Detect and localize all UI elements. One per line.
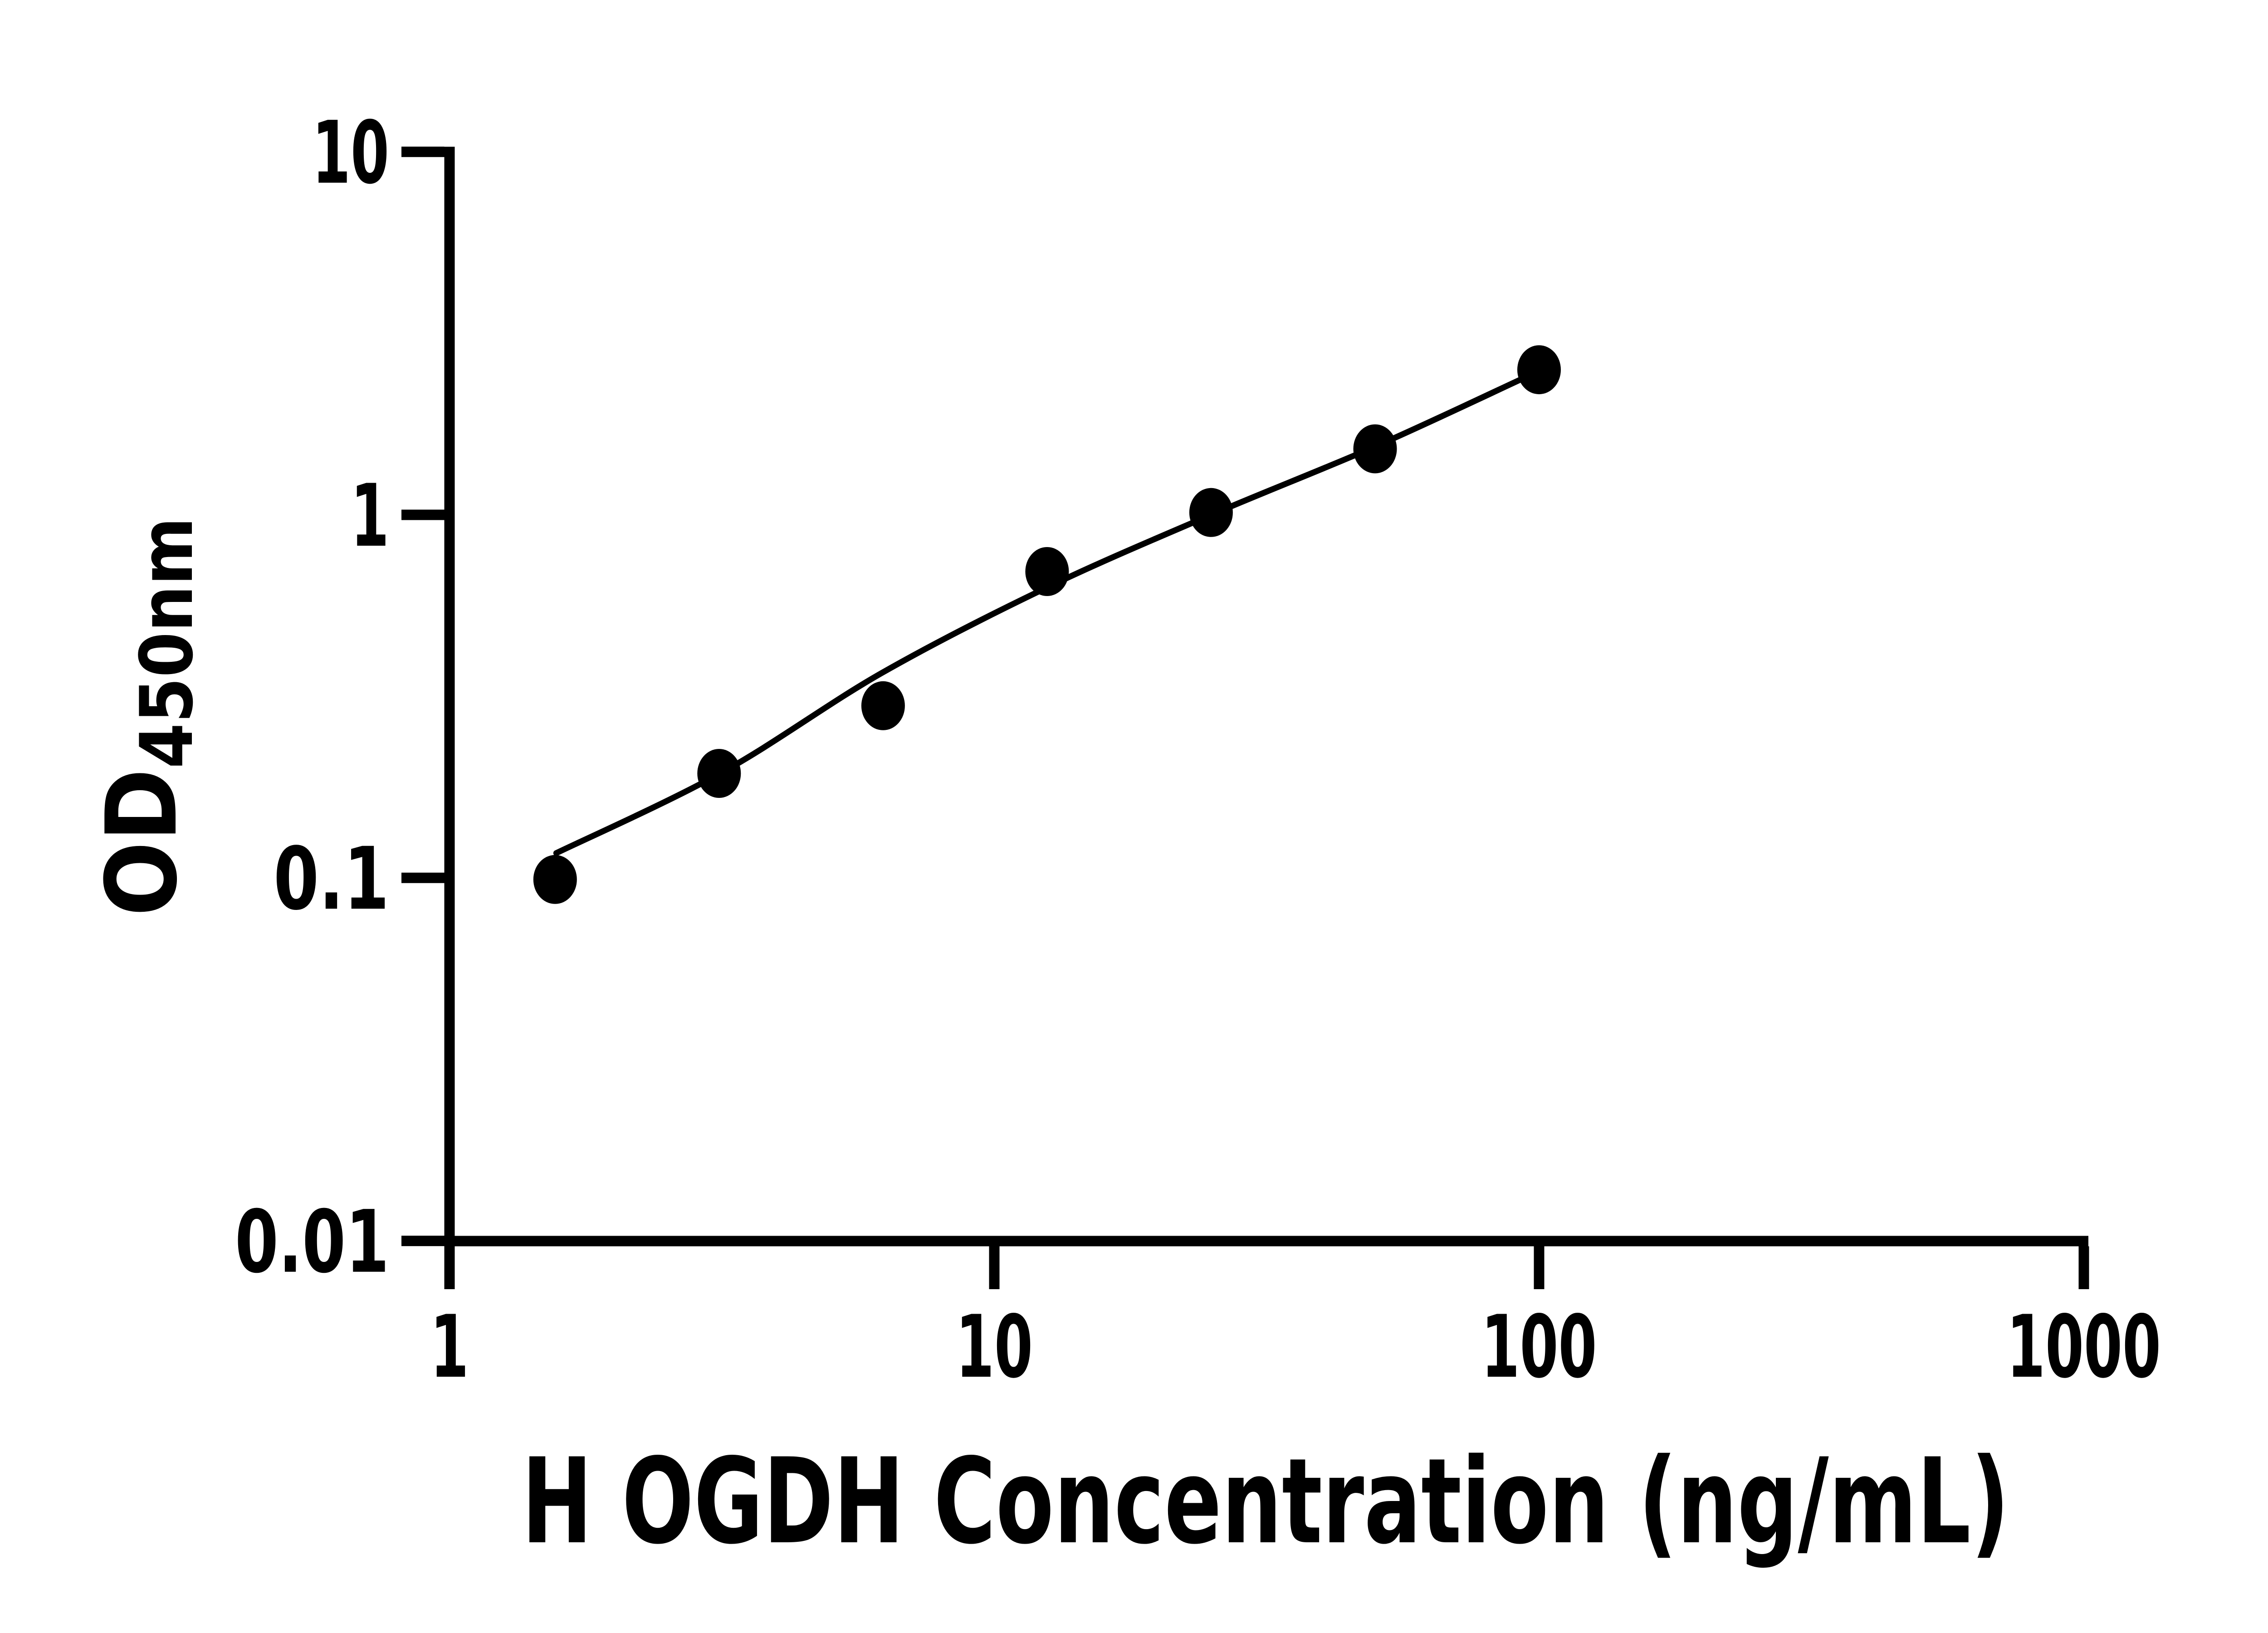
y-tick-label: 1 [351, 466, 389, 566]
y-axis-title-main: OD [85, 768, 199, 916]
x-tick-label: 1000 [2007, 1297, 2161, 1397]
x-tick-label: 10 [956, 1297, 1033, 1397]
y-axis-ticks: 10 1 0.1 0.01 [235, 103, 445, 1292]
data-point [1189, 488, 1233, 537]
x-axis-title: H OGDH Concentration (ng/mL) [522, 1433, 2009, 1570]
x-axis-ticks: 1 10 100 1000 [430, 1246, 2161, 1397]
y-axis-title: OD450nm [85, 517, 209, 916]
data-point [1517, 345, 1561, 395]
data-point [533, 855, 577, 904]
y-tick-label: 0.1 [274, 829, 389, 929]
y-axis-title-subscript: 450nm [124, 517, 209, 768]
y-axis: 10 1 0.1 0.01 [235, 103, 455, 1292]
data-point [1025, 547, 1069, 596]
x-tick-label: 100 [1481, 1297, 1597, 1397]
data-points [533, 345, 1561, 904]
data-point [1353, 424, 1397, 474]
data-point [861, 681, 905, 730]
data-point [697, 749, 741, 798]
y-tick-label: 10 [312, 103, 389, 203]
y-tick-label: 0.01 [235, 1192, 389, 1292]
x-tick-label: 1 [430, 1297, 469, 1397]
x-axis: 1 10 100 1000 [430, 1236, 2161, 1397]
